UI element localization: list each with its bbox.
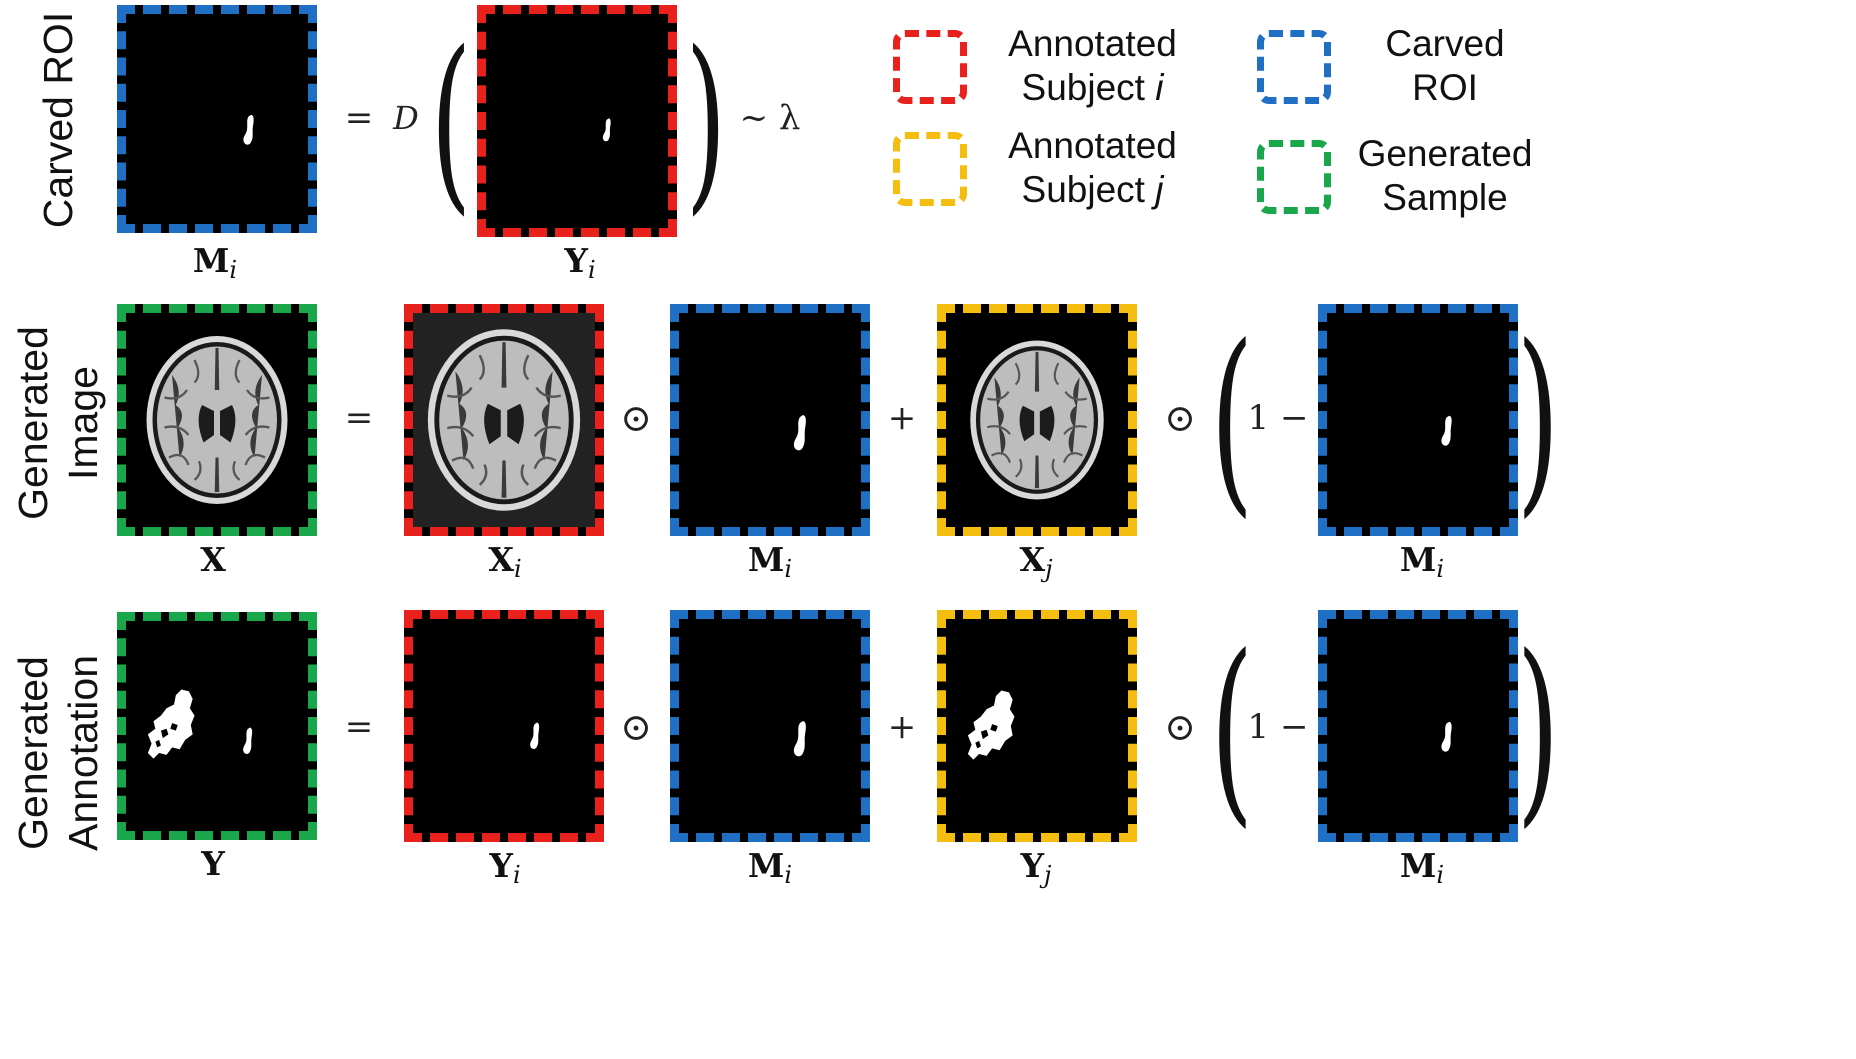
row-label-generated-image: Generated Image [10, 326, 106, 520]
panel-image-xi [404, 304, 604, 536]
panel-annotation-yj [937, 610, 1137, 842]
hadamard-symbol-row3a: ⊙ [620, 705, 652, 749]
left-paren-row1: ( [430, 11, 472, 232]
legend-annotated-i-swatch [893, 30, 967, 104]
caption-mi-row2a: Mi [747, 540, 793, 583]
legend-annotated-i-label: Annotated Subject i [1008, 23, 1177, 108]
caption-mi-row3a: Mi [747, 846, 793, 889]
plus-symbol-row3: + [887, 707, 917, 747]
panel-image-xj [937, 304, 1137, 536]
equals-symbol-row2: = [344, 398, 374, 438]
tilde-lambda: ~ λ [739, 98, 801, 138]
caption-mi-row3b: Mi [1399, 846, 1445, 889]
hadamard-symbol-row3b: ⊙ [1164, 705, 1196, 749]
equals-symbol-row3: = [344, 707, 374, 747]
left-paren-row2: ( [1210, 303, 1254, 536]
caption-x: X [200, 540, 226, 579]
caption-yj: Yj [1020, 846, 1052, 889]
one-minus-row2: 1 − [1247, 398, 1309, 438]
lesion-mask-icon [1441, 721, 1452, 752]
one-minus-row3: 1 − [1247, 707, 1309, 747]
panel-annotation-yi-row3 [404, 610, 604, 842]
caption-mi-row2b: Mi [1399, 540, 1445, 583]
legend-annotated-j-swatch [893, 132, 967, 206]
row-label-generated-annotation: Generated Annotation [10, 654, 106, 852]
lesion-mask-icon [1441, 415, 1452, 446]
caption-xj: Xj [1019, 540, 1053, 583]
legend-generated-swatch [1257, 140, 1331, 214]
right-paren-row1: ) [685, 11, 727, 232]
left-paren-row3: ( [1210, 613, 1254, 846]
right-paren-row2: ) [1516, 303, 1560, 536]
caption-mi-row1: Mi [192, 241, 238, 284]
panel-mask-mi-row1 [117, 5, 317, 233]
hadamard-symbol-row2a: ⊙ [620, 396, 652, 440]
panel-mask-mi-row2b [1318, 304, 1518, 536]
legend-carved-label: Carved ROI [1385, 23, 1505, 108]
caption-xi: Xi [488, 540, 522, 583]
hadamard-symbol-row2b: ⊙ [1164, 396, 1196, 440]
panel-generated-annotation-y [117, 612, 317, 840]
large-lesion-mask-icon [967, 690, 1015, 760]
brain-mri-icon [969, 339, 1105, 501]
right-paren-row3: ) [1516, 613, 1560, 846]
caption-yi-row1: Yi [564, 241, 596, 284]
brain-mri-icon [413, 313, 595, 527]
operator-D: D [393, 99, 419, 137]
equals-symbol-row1: = [344, 98, 374, 138]
row-label-carved-roi: Carved ROI [35, 11, 81, 229]
caption-y: Y [201, 844, 225, 883]
legend-carved-swatch [1257, 30, 1331, 104]
panel-mask-mi-row3b [1318, 610, 1518, 842]
lesion-mask-icon [793, 721, 806, 757]
legend-generated-label: Generated Sample [1357, 133, 1533, 218]
lesion-mask-icon [530, 722, 540, 749]
panel-mask-mi-row3a [670, 610, 870, 842]
brain-mri-icon [145, 334, 289, 506]
lesion-mask-icon [243, 114, 254, 145]
plus-symbol-row2: + [887, 398, 917, 438]
caption-yi-row3: Yi [489, 846, 521, 889]
lesion-mask-icon [602, 118, 611, 142]
lesion-mask-icon [793, 415, 806, 451]
large-lesion-mask-icon [147, 689, 253, 759]
panel-generated-image-x [117, 304, 317, 536]
legend-annotated-j-label: Annotated Subject j [1008, 125, 1177, 210]
panel-mask-mi-row2a [670, 304, 870, 536]
panel-annotation-yi-row1 [477, 5, 677, 237]
